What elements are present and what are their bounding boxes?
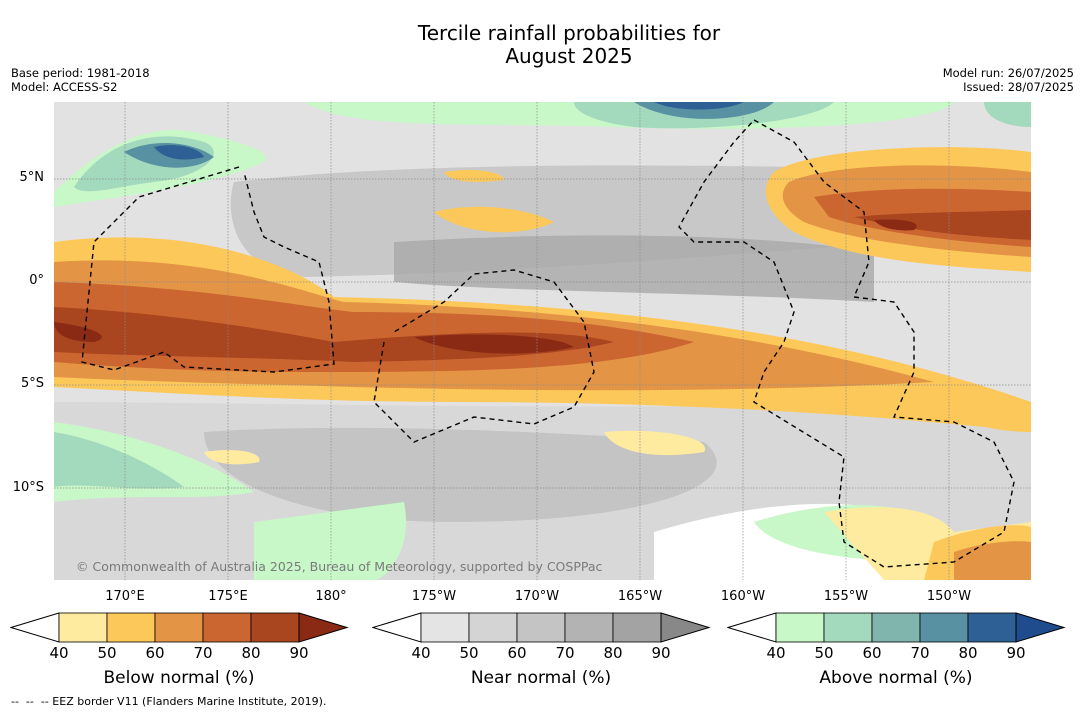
colorbar-label-below-normal: Below normal (%) [103,668,255,688]
tick-label: 40 [411,644,431,662]
lat-label-5s: 5°S [20,376,44,391]
colorbar-segment [106,612,156,643]
base-period: Base period: 1981-2018 [11,66,150,80]
colorbar-high-extend [1015,612,1066,643]
tick-label: 80 [958,644,978,662]
copyright-notice: © Commonwealth of Australia 2025, Bureau… [76,559,603,574]
model-name: Model: ACCESS-S2 [11,80,118,94]
colorbar-below-normal [10,612,349,643]
colorbar-segment [516,612,566,643]
colorbar-segment [202,612,252,643]
title-line-2: August 2025 [505,44,633,68]
colorbar-low-extend [372,612,422,643]
tick-label: 60 [862,644,882,662]
colorbar-high-extend [660,612,711,643]
colorbar-segment [420,612,470,643]
tick-label: 50 [97,644,117,662]
colorbar-low-extend [727,612,777,643]
lon-label: 165°W [617,589,663,604]
colorbar-segment [823,612,873,643]
colorbar-segment [967,612,1017,643]
tick-label: 50 [459,644,479,662]
model-run: Model run: 26/07/2025 [942,66,1074,80]
colorbar-high-extend [298,612,349,643]
colorbar-near-normal [372,612,711,643]
lon-label: 170°W [514,589,560,604]
tick-label: 80 [241,644,261,662]
colorbar-segment [154,612,204,643]
tick-label: 70 [555,644,575,662]
tick-label: 50 [814,644,834,662]
lon-label: 155°W [823,589,869,604]
title-line-1: Tercile rainfall probabilities for [417,21,721,45]
tick-label: 90 [289,644,309,662]
colorbar-segment [58,612,108,643]
colorbar-segment [919,612,969,643]
lon-label: 150°W [926,589,972,604]
colorbar-label-near-normal: Near normal (%) [470,668,612,688]
issued-date: Issued: 28/07/2025 [963,80,1074,94]
colorbar-segment [468,612,518,643]
lat-label-10s: 10°S [12,480,44,495]
lon-label: 180° [315,589,347,604]
colorbar-segment [612,612,662,643]
colorbar-segment [775,612,825,643]
tick-label: 60 [145,644,165,662]
tick-label: 90 [1006,644,1026,662]
lon-label: 170°E [105,589,145,604]
lon-label: 175°W [411,589,457,604]
tick-label: 70 [193,644,213,662]
tick-label: 40 [49,644,69,662]
colorbar-label-above-normal: Above normal (%) [819,668,973,688]
tick-label: 60 [507,644,527,662]
tick-label: 80 [603,644,623,662]
colorbar-low-extend [10,612,60,643]
tick-label: 90 [651,644,671,662]
colorbar-segment [250,612,300,643]
probability-map [54,102,1031,580]
map-title: Tercile rainfall probabilities for Augus… [0,22,1085,68]
tick-label: 70 [910,644,930,662]
eez-footnote: -- -- -- EEZ border V11 (Flanders Marine… [11,695,327,708]
meta-left: Base period: 1981-2018 Model: ACCESS-S2 [11,66,150,94]
colorbar-above-normal [727,612,1066,643]
lon-label: 160°W [720,589,766,604]
colorbar-segment [564,612,614,643]
colorbar-segment [871,612,921,643]
lon-label: 175°E [208,589,248,604]
tick-label: 40 [766,644,786,662]
lat-label-0: 0° [29,273,44,288]
lat-label-5n: 5°N [19,170,45,185]
meta-right: Model run: 26/07/2025 Issued: 28/07/2025 [943,66,1074,94]
